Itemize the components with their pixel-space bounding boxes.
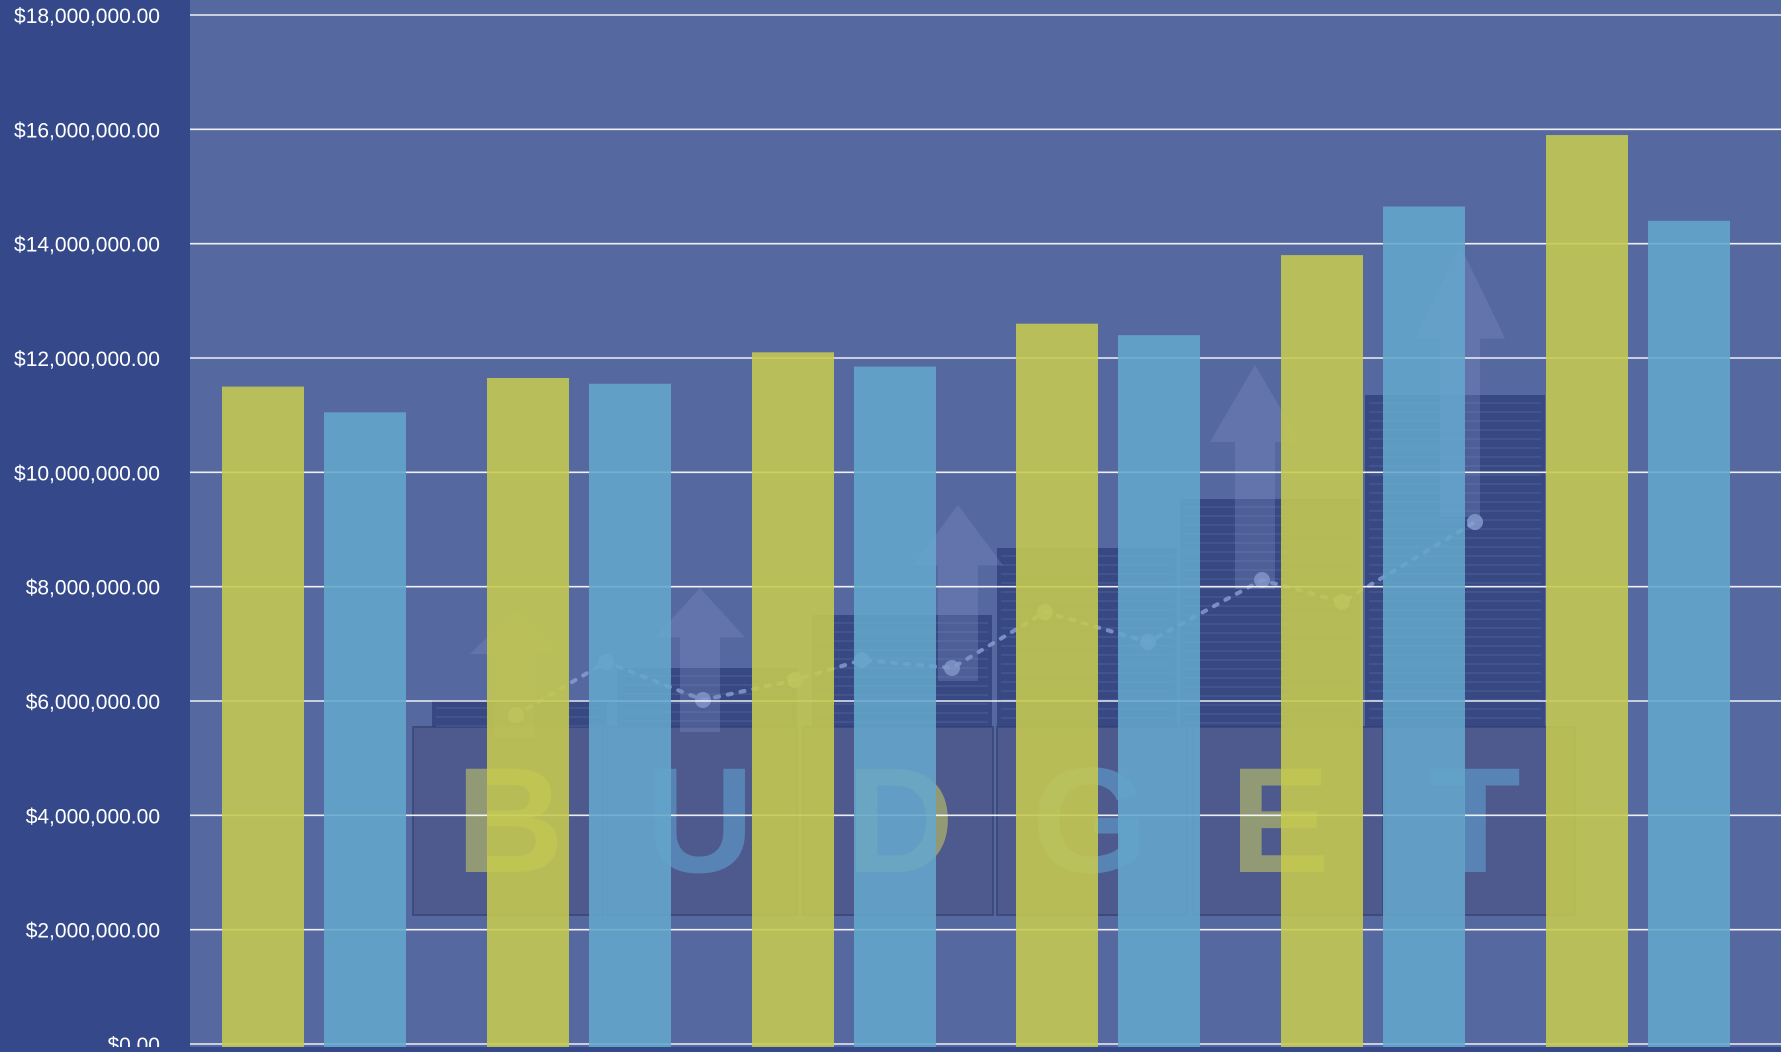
bar [1281, 255, 1363, 1049]
photo-trend-dot [695, 692, 711, 708]
bar [1546, 135, 1628, 1049]
bar [1118, 335, 1200, 1049]
y-tick-label: $10,000,000.00 [14, 462, 160, 485]
y-tick-label: $8,000,000.00 [26, 577, 160, 600]
photo-trend-dot [1467, 514, 1483, 530]
bar [752, 352, 834, 1048]
bar [854, 366, 936, 1048]
y-tick-label: $0.00 [107, 1034, 160, 1047]
gridlines [190, 14, 1781, 1045]
photo-arrow-icon [1210, 365, 1300, 589]
bar [589, 383, 671, 1049]
photo-trend-dot [1254, 572, 1270, 588]
y-tick-label: $4,000,000.00 [26, 805, 160, 828]
bar [487, 378, 569, 1049]
photo-trend-dot [944, 660, 960, 676]
bar [222, 386, 304, 1048]
bar [1383, 206, 1465, 1049]
y-tick-label: $16,000,000.00 [14, 119, 160, 142]
y-tick-label: $18,000,000.00 [14, 5, 160, 28]
y-axis-ticks: $0.00 $2,000,000.00 $4,000,000.00 $6,000,00… [14, 5, 160, 1052]
y-tick-label: $12,000,000.00 [14, 348, 160, 371]
bar [1648, 220, 1730, 1049]
bar [324, 412, 406, 1048]
y-tick-label: $6,000,000.00 [26, 691, 160, 714]
y-tick-label: $2,000,000.00 [26, 920, 160, 943]
bar [1016, 323, 1098, 1048]
y-tick-label: $14,000,000.00 [14, 234, 160, 257]
photo-arrow-icon [655, 588, 745, 732]
bars [222, 135, 1730, 1049]
